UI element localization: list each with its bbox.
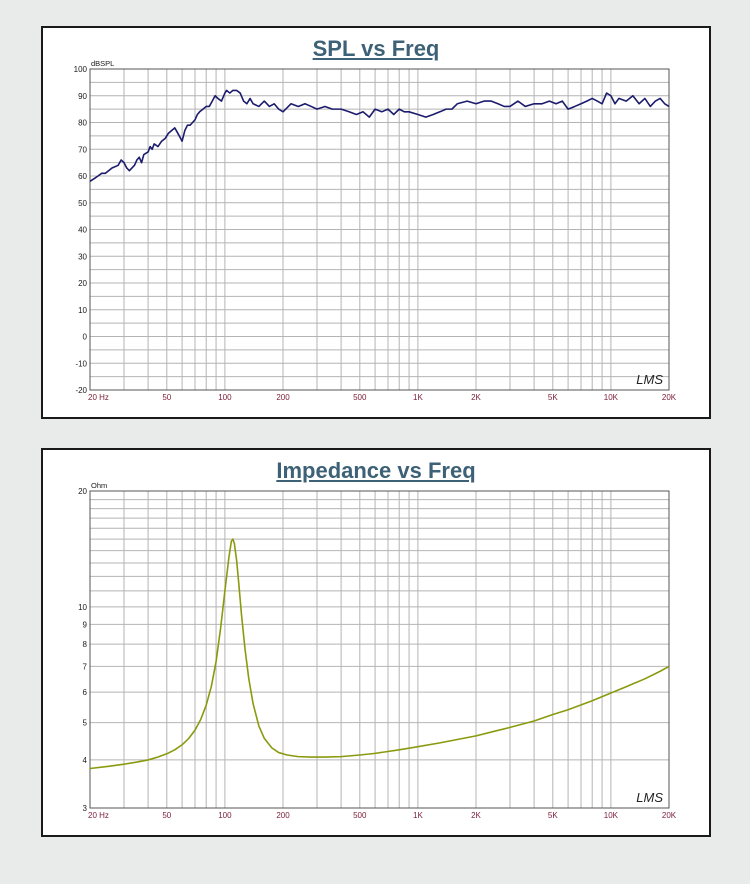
y-tick-label: 20 <box>78 279 87 288</box>
impedance-chart: 20 10 9 8 7 6 5 4 3 Ohm 20 Hz 50 100 200 500 1K 2K 5K 10K 2… <box>78 481 677 820</box>
x-tick-label: 50 <box>162 393 171 402</box>
y-tick-label: 70 <box>78 145 87 154</box>
x-tick-label: 2K <box>471 393 481 402</box>
spl-chart-panel: SPL vs Freq 100 90 80 70 60 50 40 30 20 10 0 -10 -20… <box>41 26 711 419</box>
impedance-chart-panel: Impedance vs Freq 20 10 9 8 7 6 5 4 3 Ohm 20 Hz 50 1… <box>41 448 711 837</box>
y-tick-label: 6 <box>83 688 88 697</box>
x-tick-label: 100 <box>218 811 232 820</box>
y-tick-label: -10 <box>75 359 87 368</box>
y-tick-label: -20 <box>75 386 87 395</box>
x-tick-label: 100 <box>218 393 232 402</box>
series-line <box>89 538 670 770</box>
x-tick-label: 20 Hz <box>88 811 109 820</box>
y-tick-label: 9 <box>83 620 88 629</box>
y-tick-label: 4 <box>83 756 88 765</box>
y-tick-label: 30 <box>78 252 87 261</box>
x-tick-label: 2K <box>471 811 481 820</box>
y-tick-label: 5 <box>83 719 88 728</box>
y-tick-label: 80 <box>78 119 87 128</box>
y-tick-label: 100 <box>74 65 88 74</box>
lms-watermark: LMS <box>636 372 663 387</box>
y-axis-label: dBSPL <box>91 59 114 68</box>
lms-watermark: LMS <box>636 790 663 805</box>
x-tick-label: 20K <box>662 811 677 820</box>
x-tick-label: 500 <box>353 393 367 402</box>
y-tick-label: 0 <box>83 333 88 342</box>
x-tick-label: 200 <box>276 811 290 820</box>
y-tick-label: 50 <box>78 199 87 208</box>
series-line <box>89 89 670 183</box>
impedance-chart-title: Impedance vs Freq <box>276 458 476 483</box>
x-tick-label: 1K <box>413 393 423 402</box>
y-tick-label: 8 <box>83 640 88 649</box>
x-tick-label: 20 Hz <box>88 393 109 402</box>
x-tick-label: 20K <box>662 393 677 402</box>
y-axis-label: Ohm <box>91 481 107 490</box>
y-tick-label: 10 <box>78 603 87 612</box>
spl-chart-title: SPL vs Freq <box>312 36 440 61</box>
y-tick-label: 20 <box>78 487 87 496</box>
y-tick-label: 10 <box>78 306 87 315</box>
y-tick-label: 40 <box>78 226 87 235</box>
plot-frame <box>89 490 670 809</box>
y-tick-label: 3 <box>83 804 88 813</box>
y-tick-label: 7 <box>83 662 88 671</box>
x-tick-label: 5K <box>548 811 558 820</box>
y-tick-label: 90 <box>78 92 87 101</box>
x-tick-label: 5K <box>548 393 558 402</box>
x-tick-label: 200 <box>276 393 290 402</box>
x-tick-label: 10K <box>604 393 619 402</box>
x-tick-label: 50 <box>162 811 171 820</box>
x-tick-label: 1K <box>413 811 423 820</box>
plot-frame <box>89 68 670 391</box>
x-tick-label: 10K <box>604 811 619 820</box>
x-tick-label: 500 <box>353 811 367 820</box>
y-tick-label: 60 <box>78 172 87 181</box>
